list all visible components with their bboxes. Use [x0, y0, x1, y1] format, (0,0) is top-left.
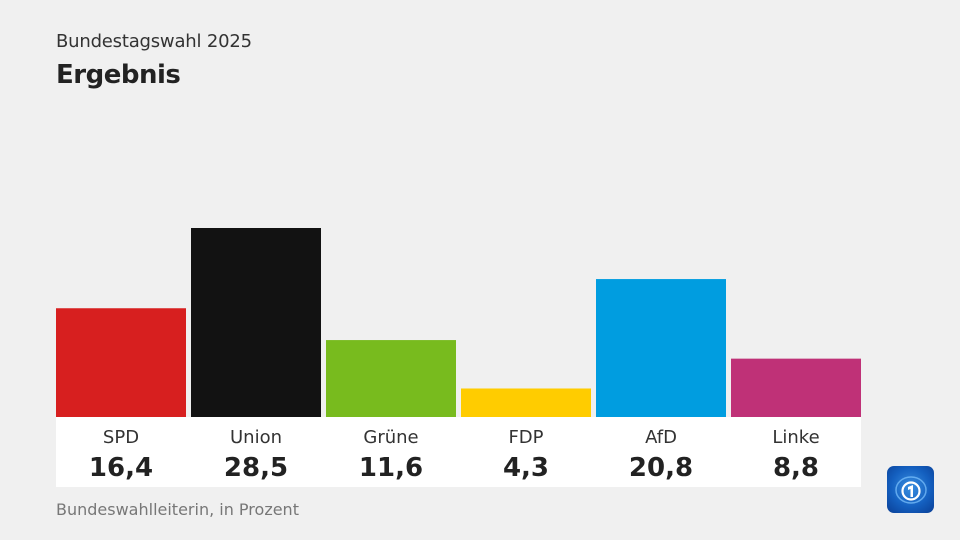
- value-label: 28,5: [224, 453, 288, 483]
- value-label: 8,8: [773, 453, 819, 483]
- bar-linke: [731, 358, 861, 417]
- labels-group: SPD 16,4 Union 28,5 Grüne 11,6 FDP 4,3 AfD 20,8 Li…: [89, 427, 820, 483]
- category-label: Union: [230, 427, 282, 448]
- label-panel: [56, 417, 861, 487]
- bars-group: [56, 228, 861, 417]
- tagesschau-logo-icon: [887, 466, 934, 513]
- category-label: Grüne: [363, 427, 418, 448]
- bar-fdp: [461, 388, 591, 417]
- value-label: 20,8: [629, 453, 693, 483]
- category-label: SPD: [103, 427, 139, 448]
- chart-subtitle: Bundestagswahl 2025: [56, 31, 252, 52]
- chart-title: Ergebnis: [56, 60, 181, 90]
- bar-grne: [326, 340, 456, 417]
- category-label: Linke: [772, 427, 819, 448]
- bar-spd: [56, 308, 186, 417]
- bar-union: [191, 228, 321, 417]
- globe-icon: [894, 475, 927, 504]
- value-label: 16,4: [89, 453, 153, 483]
- bar-afd: [596, 279, 726, 417]
- category-label: AfD: [645, 427, 677, 448]
- category-label: FDP: [508, 427, 543, 448]
- value-label: 11,6: [359, 453, 423, 483]
- value-label: 4,3: [503, 453, 549, 483]
- source-note: Bundeswahlleiterin, in Prozent: [56, 500, 299, 519]
